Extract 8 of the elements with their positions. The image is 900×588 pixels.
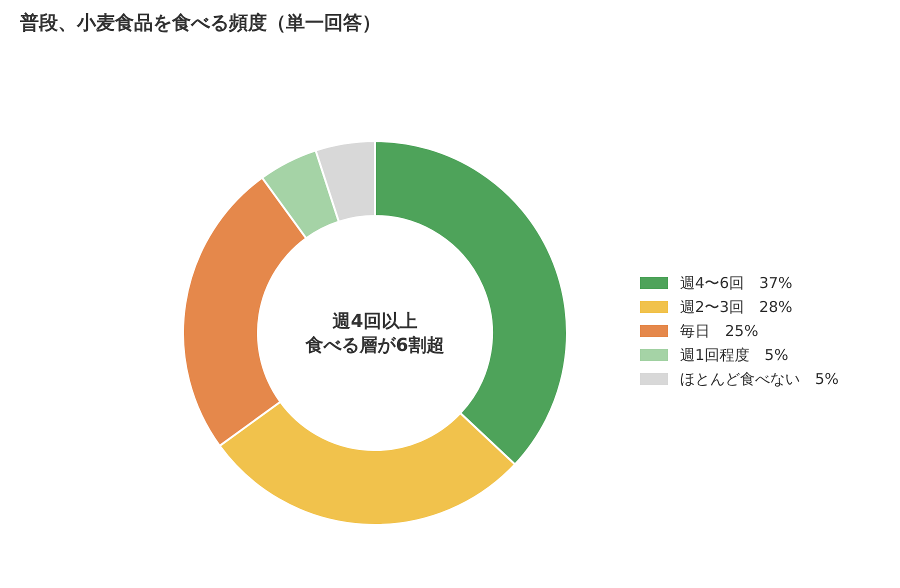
- legend-label: 週4〜6回 37%: [680, 274, 792, 292]
- legend-label: 週2〜3回 28%: [680, 298, 792, 316]
- chart-title: 普段、小麦食品を食べる頻度（単一回答）: [19, 12, 381, 34]
- legend-label: 毎日 25%: [680, 322, 758, 340]
- text: 週4回以上: [332, 311, 418, 332]
- legend-label: 週1回程度 5%: [680, 346, 788, 364]
- legend-label: ほとんど食べない 5%: [680, 370, 839, 388]
- text: 食べる層が6割超: [304, 335, 444, 356]
